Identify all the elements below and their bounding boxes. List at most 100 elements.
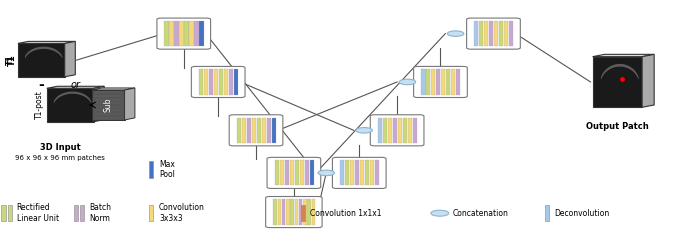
Bar bbox=[267, 118, 271, 143]
Circle shape bbox=[431, 210, 448, 216]
FancyBboxPatch shape bbox=[157, 18, 211, 49]
Bar bbox=[392, 118, 397, 143]
Bar bbox=[229, 69, 233, 95]
Text: T1: T1 bbox=[6, 55, 15, 65]
FancyBboxPatch shape bbox=[466, 18, 520, 49]
Bar bbox=[278, 199, 281, 225]
Bar bbox=[262, 118, 266, 143]
Bar bbox=[446, 69, 451, 95]
Bar bbox=[345, 160, 349, 185]
Bar bbox=[378, 118, 382, 143]
Bar bbox=[194, 21, 199, 46]
Bar bbox=[294, 199, 298, 225]
Bar bbox=[290, 199, 294, 225]
Bar bbox=[273, 199, 277, 225]
Bar bbox=[375, 160, 379, 185]
Bar bbox=[294, 160, 299, 185]
FancyBboxPatch shape bbox=[370, 115, 424, 146]
Bar bbox=[252, 118, 256, 143]
Bar bbox=[479, 21, 484, 46]
Bar bbox=[91, 90, 124, 120]
Bar bbox=[272, 118, 276, 143]
Bar bbox=[413, 118, 417, 143]
Bar bbox=[286, 199, 290, 225]
Polygon shape bbox=[91, 88, 135, 90]
Text: Batch
Norm: Batch Norm bbox=[88, 203, 111, 223]
Bar bbox=[299, 199, 303, 225]
Bar bbox=[224, 69, 228, 95]
Bar bbox=[403, 118, 407, 143]
Bar bbox=[184, 21, 189, 46]
Bar bbox=[301, 205, 305, 221]
Bar bbox=[200, 21, 204, 46]
Bar bbox=[593, 57, 642, 107]
Bar bbox=[242, 118, 246, 143]
Bar bbox=[441, 69, 446, 95]
Bar bbox=[237, 118, 241, 143]
Bar bbox=[204, 69, 208, 95]
Text: Convolution
3x3x3: Convolution 3x3x3 bbox=[159, 203, 205, 223]
Bar bbox=[47, 88, 93, 122]
Bar bbox=[408, 118, 412, 143]
Bar bbox=[305, 160, 309, 185]
Bar bbox=[451, 69, 455, 95]
Text: Convolution 1x1x1: Convolution 1x1x1 bbox=[310, 209, 382, 218]
Bar bbox=[169, 21, 174, 46]
Circle shape bbox=[318, 170, 334, 176]
Polygon shape bbox=[65, 41, 75, 77]
Bar bbox=[257, 118, 261, 143]
FancyBboxPatch shape bbox=[191, 66, 245, 97]
Bar bbox=[209, 69, 214, 95]
Text: 3D Input: 3D Input bbox=[39, 143, 80, 152]
Bar bbox=[388, 118, 392, 143]
Bar bbox=[282, 199, 285, 225]
Bar bbox=[436, 69, 440, 95]
Bar bbox=[234, 69, 238, 95]
Text: Sub: Sub bbox=[104, 98, 113, 112]
Bar bbox=[74, 205, 78, 221]
Bar bbox=[355, 160, 359, 185]
Text: T1: T1 bbox=[8, 54, 17, 66]
Bar bbox=[484, 21, 489, 46]
Circle shape bbox=[447, 31, 464, 36]
Bar bbox=[360, 160, 364, 185]
Bar bbox=[8, 205, 12, 221]
Bar bbox=[426, 69, 430, 95]
FancyBboxPatch shape bbox=[265, 196, 322, 228]
FancyBboxPatch shape bbox=[414, 66, 467, 97]
Bar bbox=[312, 199, 315, 225]
Bar bbox=[164, 21, 169, 46]
Bar bbox=[431, 69, 435, 95]
Bar bbox=[474, 21, 478, 46]
Bar bbox=[285, 160, 289, 185]
Bar bbox=[180, 21, 184, 46]
Bar bbox=[499, 21, 504, 46]
Text: 96 x 96 x 96 mm patches: 96 x 96 x 96 mm patches bbox=[15, 155, 105, 161]
Bar bbox=[1, 205, 6, 221]
Bar bbox=[509, 21, 513, 46]
Bar bbox=[18, 43, 65, 77]
Bar bbox=[398, 118, 402, 143]
Text: Concatenation: Concatenation bbox=[452, 209, 508, 218]
Bar bbox=[80, 205, 84, 221]
Bar bbox=[214, 69, 218, 95]
Bar bbox=[189, 21, 193, 46]
Circle shape bbox=[356, 127, 372, 133]
Bar bbox=[300, 160, 304, 185]
Bar bbox=[350, 160, 354, 185]
Bar bbox=[303, 199, 307, 225]
FancyBboxPatch shape bbox=[229, 115, 283, 146]
Text: T1-post: T1-post bbox=[35, 91, 44, 119]
Bar bbox=[545, 205, 549, 221]
Polygon shape bbox=[47, 86, 104, 88]
Bar bbox=[310, 160, 314, 185]
Bar bbox=[290, 160, 294, 185]
Bar bbox=[307, 199, 311, 225]
Bar bbox=[494, 21, 498, 46]
Polygon shape bbox=[93, 86, 104, 122]
FancyBboxPatch shape bbox=[332, 157, 386, 188]
Bar bbox=[149, 161, 153, 178]
Bar bbox=[489, 21, 493, 46]
Bar bbox=[174, 21, 179, 46]
Text: Rectified
Linear Unit: Rectified Linear Unit bbox=[17, 203, 59, 223]
